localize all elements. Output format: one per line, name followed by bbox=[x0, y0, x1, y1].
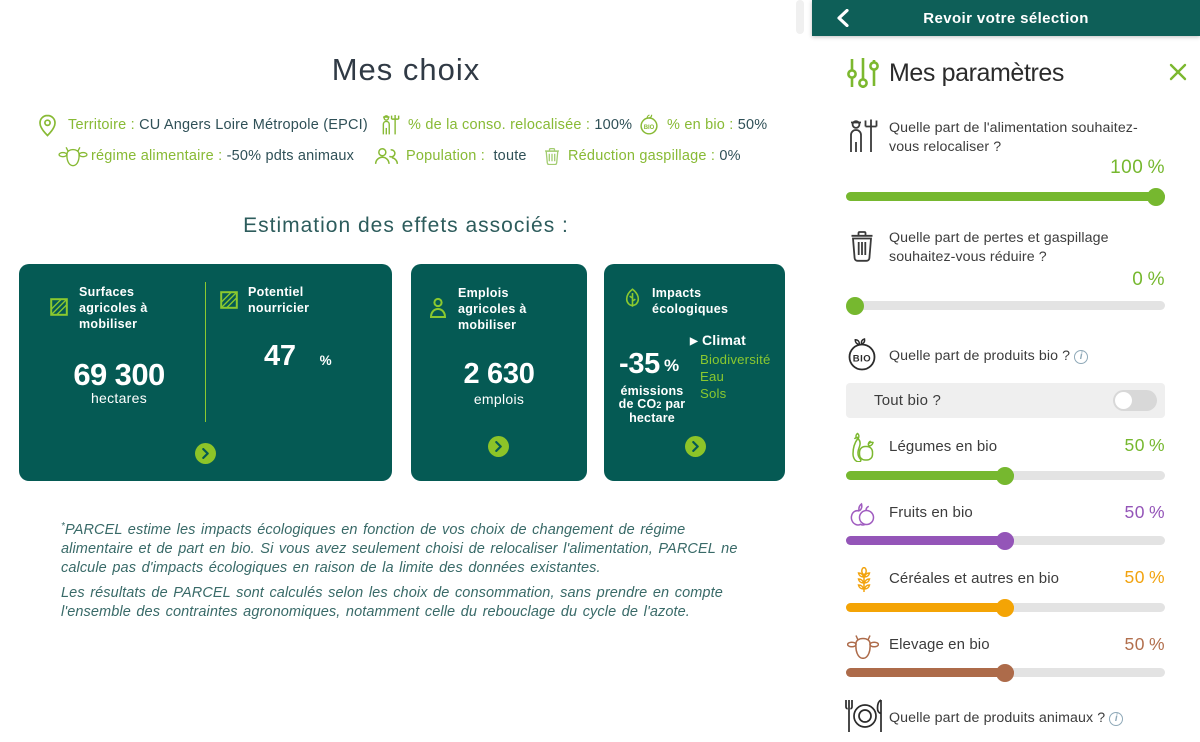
svg-text:BIO: BIO bbox=[644, 125, 655, 131]
svg-text:BIO: BIO bbox=[853, 354, 871, 365]
